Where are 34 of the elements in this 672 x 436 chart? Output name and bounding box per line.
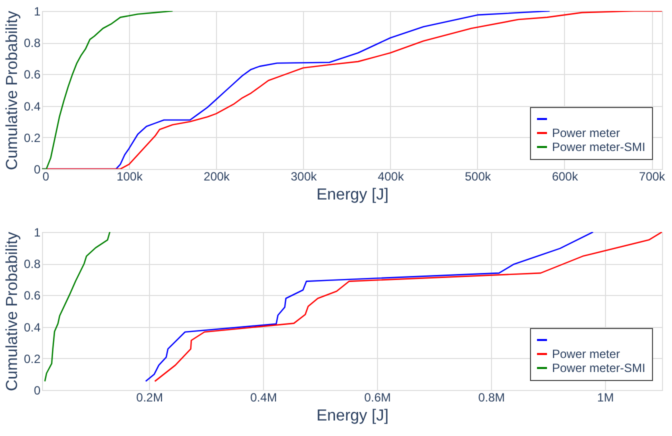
x-tick-label: 600k	[552, 170, 579, 184]
x-tick-label: 100k	[116, 170, 144, 184]
line-series	[42, 11, 662, 169]
y-tick-label: 0.8	[24, 257, 41, 272]
x-tick-label: 200k	[204, 170, 231, 184]
legend-label: Power meter-SMI	[552, 140, 646, 154]
legend-label: Power meter-SMI	[552, 361, 646, 375]
x-tick-label: 0.4M	[250, 390, 277, 404]
x-tick-label: 500k	[464, 170, 492, 184]
x-axis-title: Energy [J]	[316, 408, 389, 424]
y-tick-label: 0.6	[24, 68, 41, 82]
legend-label: Power meter	[552, 347, 620, 361]
x-tick-label: 0	[42, 170, 50, 184]
legend-label: Power meter	[552, 126, 620, 140]
y-tick-label: 1	[34, 226, 41, 240]
x-tick-label: 0.8M	[478, 390, 505, 404]
x-tick-label: 0.2M	[136, 390, 163, 404]
y-tick-label: 0.8	[24, 36, 41, 50]
y-tick-label: 1	[34, 4, 41, 18]
line-series	[44, 232, 110, 382]
x-tick-label: 700k	[639, 170, 666, 184]
y-axis-title: Cumulative Probability	[4, 232, 21, 392]
y-tick-label: 0.2	[24, 130, 41, 145]
y-tick-label: 0.2	[24, 352, 41, 366]
y-tick-label: 0.4	[24, 99, 41, 114]
y-tick-label: 0.6	[24, 288, 41, 303]
x-tick-label: 300k	[290, 170, 318, 184]
y-tick-label: 0.4	[24, 320, 41, 334]
line-series	[42, 11, 174, 169]
x-axis-title: Energy [J]	[316, 186, 389, 204]
x-tick-label: 1M	[597, 390, 614, 404]
x-tick-label: 0.6M	[364, 390, 391, 404]
x-tick-label: 400k	[378, 170, 405, 184]
y-axis-title: Cumulative Probability	[4, 10, 21, 170]
